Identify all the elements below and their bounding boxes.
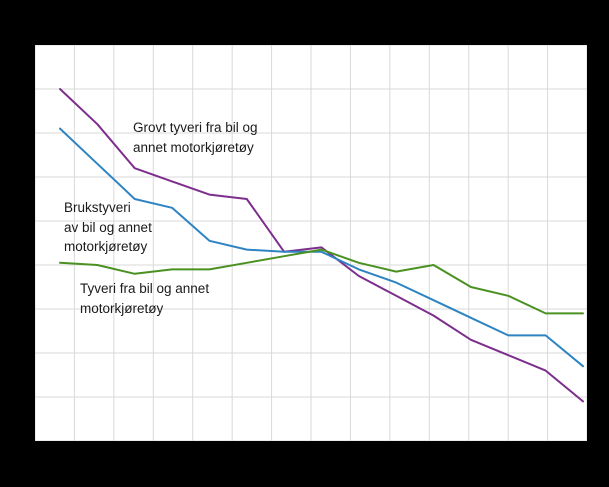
series-label-line: Tyveri fra bil og annet bbox=[80, 281, 210, 296]
plot-area: Grovt tyveri fra bil og annet motorkjøre… bbox=[35, 45, 587, 441]
series-label-grovt-tyveri: Grovt tyveri fra bil og annet motorkjøre… bbox=[133, 118, 258, 157]
series-label-line: annet motorkjøretøy bbox=[133, 139, 254, 155]
series-label-line: motorkjøretøy bbox=[64, 239, 148, 255]
series-label-line: Brukstyveri bbox=[64, 200, 131, 215]
series-label-line: av bil og annet bbox=[64, 219, 152, 235]
series-label-tyveri: Tyveri fra bil og annet motorkjøretøy bbox=[80, 279, 209, 318]
series-line-tyveri bbox=[59, 248, 584, 315]
series-line-grovt bbox=[59, 88, 584, 403]
series-label-line: motorkjøretøy bbox=[80, 300, 164, 316]
series-line-brukstyveri bbox=[59, 127, 584, 368]
line-chart bbox=[35, 45, 587, 441]
series-label-line: Grovt tyveri fra bil og bbox=[133, 120, 258, 135]
series-label-brukstyveri: Brukstyveri av bil og annet motorkjøretø… bbox=[64, 198, 152, 257]
